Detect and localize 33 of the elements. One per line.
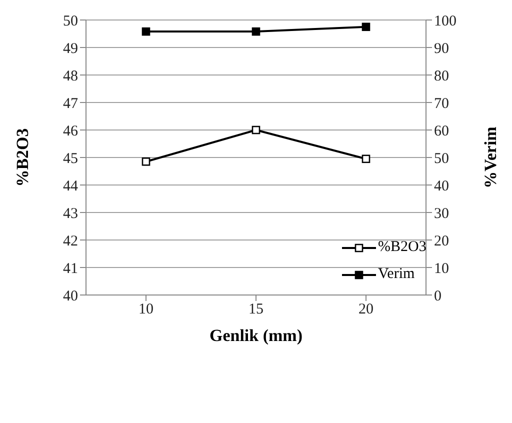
legend-label: Verim <box>378 266 415 283</box>
y-tick-label: 50 <box>63 13 78 30</box>
y2-tick-label: 100 <box>434 13 456 30</box>
x-tick-label: 10 <box>138 302 154 318</box>
point <box>252 126 260 134</box>
point <box>362 154 370 164</box>
y2-tick-label: 40 <box>434 178 449 194</box>
y2-tick-label: 70 <box>434 96 449 112</box>
y-tick-label: 47 <box>63 96 78 112</box>
y-tick-label: 41 <box>63 260 78 277</box>
y-tick-label: 48 <box>63 68 78 84</box>
y2-tick-label: 80 <box>434 68 449 84</box>
x-tick-label: 15 <box>248 302 264 318</box>
y-tick-label: 46 <box>63 123 78 140</box>
y2-tick-label: 10 <box>434 260 449 277</box>
y2-tick-label: 90 <box>434 40 449 57</box>
legend-label: %B2O3 <box>378 239 426 256</box>
y-tick-label: 43 <box>63 206 78 222</box>
x-axis-title: Genlik (mm) <box>209 326 303 345</box>
y-tick-label: 49 <box>63 40 78 57</box>
y2-tick-label: 30 <box>434 206 449 222</box>
x-tick-label: 20 <box>358 302 374 318</box>
y2-axis-title: %Verim <box>481 126 500 188</box>
y-axis-title: %B2O3 <box>13 128 32 187</box>
y-tick-label: 40 <box>63 288 78 304</box>
y2-tick-label: 60 <box>434 123 449 140</box>
y2-tick-label: 0 <box>434 288 442 304</box>
y-tick-label: 45 <box>63 150 78 167</box>
y2-tick-label: 50 <box>434 150 449 167</box>
y-tick-label: 44 <box>63 178 78 194</box>
y-tick-label: 42 <box>63 233 78 250</box>
point <box>142 157 150 166</box>
y2-tick-label: 20 <box>434 233 449 250</box>
